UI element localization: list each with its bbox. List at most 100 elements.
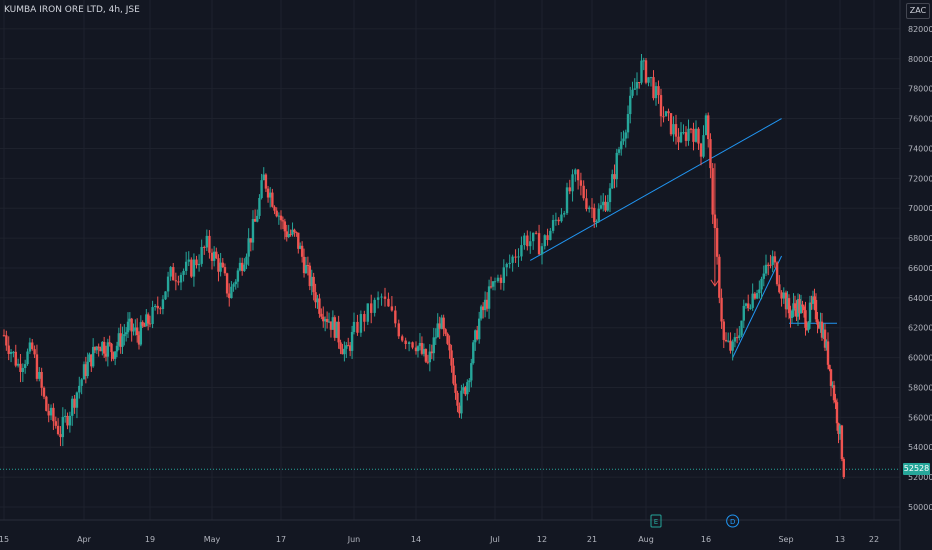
candle <box>293 228 296 237</box>
candle <box>825 339 828 351</box>
candle <box>593 203 596 228</box>
candle <box>760 276 763 300</box>
candle <box>260 173 263 200</box>
candle <box>236 268 240 288</box>
candle <box>835 398 839 431</box>
candle <box>240 257 244 276</box>
candle <box>151 300 154 329</box>
candle <box>834 393 837 410</box>
candle <box>462 383 465 394</box>
candle <box>164 291 167 300</box>
currency-button[interactable]: ZAC <box>906 3 930 19</box>
candle <box>672 116 675 142</box>
candle <box>414 341 418 355</box>
candle <box>481 302 485 319</box>
candle <box>327 312 331 323</box>
candle <box>407 341 411 352</box>
candle <box>9 349 13 363</box>
candle <box>73 394 76 414</box>
candle <box>508 254 511 269</box>
candle <box>735 328 739 344</box>
candle <box>820 312 824 341</box>
candle <box>287 224 290 239</box>
candle <box>432 327 435 361</box>
candle <box>376 291 380 309</box>
candle <box>649 76 653 87</box>
candle <box>608 183 612 213</box>
price-tick-label: 78000 <box>908 85 932 94</box>
candle <box>230 281 233 299</box>
candle <box>540 243 544 265</box>
candle <box>21 363 25 382</box>
candle <box>458 402 461 418</box>
candle <box>460 384 463 419</box>
candle <box>682 124 685 135</box>
candle <box>478 311 481 344</box>
candle <box>526 230 529 251</box>
candle <box>588 205 591 213</box>
candle <box>310 269 313 296</box>
candle <box>487 279 491 319</box>
candle <box>341 343 344 355</box>
candle <box>295 231 298 237</box>
candle <box>42 386 46 400</box>
candle <box>631 81 634 99</box>
candle <box>40 367 43 396</box>
candle <box>784 290 788 318</box>
candle <box>141 320 144 328</box>
candle <box>404 337 407 350</box>
candle <box>479 304 483 321</box>
candle <box>662 106 665 123</box>
candle <box>390 296 394 312</box>
price-tick-label: 80000 <box>908 55 932 64</box>
candle <box>805 321 809 332</box>
candle <box>329 321 333 338</box>
candlestick-series <box>2 53 845 479</box>
candle <box>223 263 227 276</box>
candle <box>817 321 821 330</box>
candle <box>271 188 274 208</box>
candle <box>145 308 148 327</box>
candle <box>370 294 373 324</box>
candle <box>26 348 29 366</box>
candle <box>590 198 594 219</box>
candle <box>253 209 257 222</box>
candle <box>23 359 27 374</box>
candle <box>679 122 683 144</box>
candle <box>102 336 106 358</box>
candle <box>422 343 426 357</box>
candle <box>84 356 88 384</box>
candle <box>720 288 723 329</box>
candle <box>840 424 844 462</box>
price-tick-label: 82000 <box>908 25 932 34</box>
candle <box>520 236 523 261</box>
candle <box>56 418 60 436</box>
candle <box>514 249 517 263</box>
candle <box>66 412 69 430</box>
candle <box>790 309 794 323</box>
candle <box>91 338 95 368</box>
candle <box>802 304 806 318</box>
candle <box>568 179 571 195</box>
candle <box>95 345 99 354</box>
price-tick-label: 72000 <box>908 174 932 183</box>
dividend-marker-icon[interactable]: D <box>726 514 740 528</box>
candle <box>769 254 772 269</box>
candle <box>438 316 441 339</box>
candle <box>359 310 363 337</box>
candle <box>426 354 430 365</box>
earnings-marker-icon[interactable]: E <box>650 514 662 528</box>
candle <box>63 409 67 423</box>
candle <box>12 351 15 358</box>
candle <box>704 113 708 136</box>
candle <box>31 339 34 351</box>
candle <box>517 248 520 268</box>
candle <box>799 294 803 314</box>
candle <box>640 53 643 85</box>
candle <box>576 168 580 190</box>
candle <box>300 241 304 263</box>
candle <box>192 253 196 287</box>
candle <box>113 351 117 366</box>
candle <box>424 348 428 363</box>
